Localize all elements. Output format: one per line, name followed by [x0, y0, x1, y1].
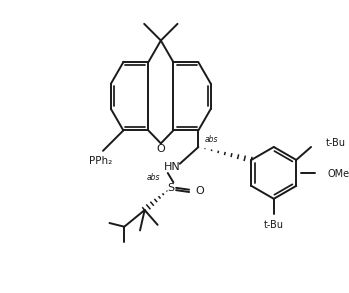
Text: O: O	[156, 144, 165, 154]
Text: PPh₂: PPh₂	[89, 156, 112, 166]
Text: O: O	[195, 185, 204, 196]
Text: S: S	[167, 183, 174, 193]
Text: HN: HN	[164, 162, 181, 173]
Text: abs: abs	[147, 173, 161, 182]
Text: t-Bu: t-Bu	[326, 138, 346, 148]
Text: t-Bu: t-Bu	[264, 220, 284, 230]
Text: abs: abs	[205, 135, 218, 144]
Text: OMe: OMe	[328, 169, 349, 179]
